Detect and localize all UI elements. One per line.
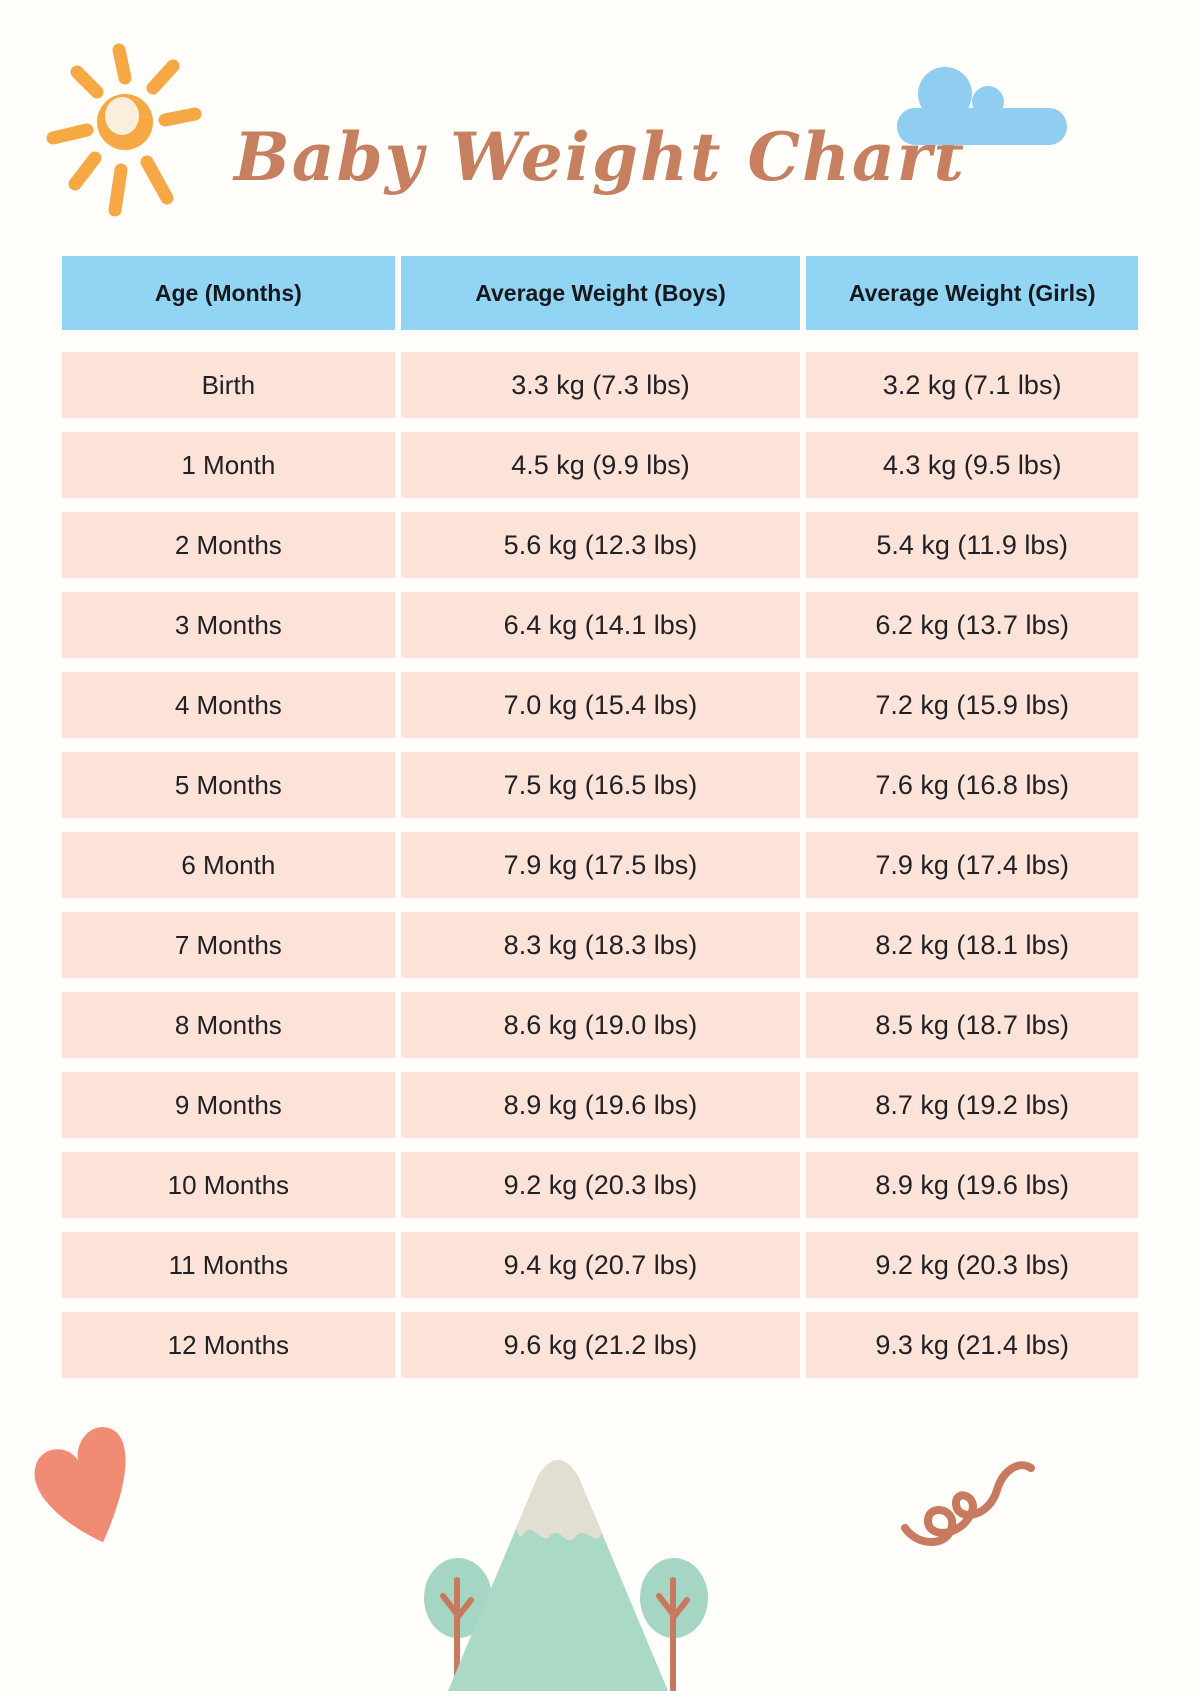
age-cell: 5 Months bbox=[62, 752, 395, 818]
boys-weight-cell: 8.9 kg (19.6 lbs) bbox=[400, 1072, 801, 1138]
squiggle-icon bbox=[901, 1461, 1035, 1546]
girls-weight-cell: 8.7 kg (19.2 lbs) bbox=[806, 1072, 1138, 1138]
heart-icon bbox=[34, 1427, 126, 1543]
table-header-row: Age (Months) Average Weight (Boys) Avera… bbox=[62, 256, 1138, 330]
girls-weight-cell: 9.3 kg (21.4 lbs) bbox=[806, 1312, 1138, 1378]
girls-weight-cell: 6.2 kg (13.7 lbs) bbox=[806, 592, 1138, 658]
column-header-girls: Average Weight (Girls) bbox=[806, 256, 1138, 330]
age-cell: 7 Months bbox=[62, 912, 395, 978]
age-cell: Birth bbox=[62, 352, 395, 418]
mountain-icon bbox=[424, 1460, 708, 1691]
sun-icon bbox=[46, 43, 202, 217]
girls-weight-cell: 3.2 kg (7.1 lbs) bbox=[806, 352, 1138, 418]
age-cell: 9 Months bbox=[62, 1072, 395, 1138]
column-header-age: Age (Months) bbox=[62, 256, 395, 330]
boys-weight-cell: 8.6 kg (19.0 lbs) bbox=[400, 992, 801, 1058]
age-cell: 2 Months bbox=[62, 512, 395, 578]
page-title: Baby Weight Chart bbox=[234, 118, 966, 196]
age-cell: 3 Months bbox=[62, 592, 395, 658]
girls-weight-cell: 8.5 kg (18.7 lbs) bbox=[806, 992, 1138, 1058]
cloud-icon bbox=[897, 67, 1067, 145]
girls-weight-cell: 7.9 kg (17.4 lbs) bbox=[806, 832, 1138, 898]
age-cell: 12 Months bbox=[62, 1312, 395, 1378]
boys-weight-cell: 7.0 kg (15.4 lbs) bbox=[400, 672, 801, 738]
age-cell: 10 Months bbox=[62, 1152, 395, 1218]
girls-weight-cell: 8.9 kg (19.6 lbs) bbox=[806, 1152, 1138, 1218]
boys-weight-cell: 7.5 kg (16.5 lbs) bbox=[400, 752, 801, 818]
girls-weight-cell: 9.2 kg (20.3 lbs) bbox=[806, 1232, 1138, 1298]
age-cell: 1 Month bbox=[62, 432, 395, 498]
column-header-boys: Average Weight (Boys) bbox=[400, 256, 801, 330]
boys-weight-cell: 7.9 kg (17.5 lbs) bbox=[400, 832, 801, 898]
girls-weight-cell: 5.4 kg (11.9 lbs) bbox=[806, 512, 1138, 578]
girls-weight-cell: 4.3 kg (9.5 lbs) bbox=[806, 432, 1138, 498]
girls-weight-cell: 7.6 kg (16.8 lbs) bbox=[806, 752, 1138, 818]
boys-weight-cell: 5.6 kg (12.3 lbs) bbox=[400, 512, 801, 578]
age-cell: 6 Month bbox=[62, 832, 395, 898]
boys-weight-cell: 6.4 kg (14.1 lbs) bbox=[400, 592, 801, 658]
table-body: Birth 3.3 kg (7.3 lbs) 3.2 kg (7.1 lbs) … bbox=[62, 352, 1138, 1378]
boys-weight-cell: 3.3 kg (7.3 lbs) bbox=[400, 352, 801, 418]
boys-weight-cell: 9.2 kg (20.3 lbs) bbox=[400, 1152, 801, 1218]
age-cell: 11 Months bbox=[62, 1232, 395, 1298]
baby-weight-table: Age (Months) Average Weight (Boys) Avera… bbox=[62, 256, 1138, 1378]
age-cell: 4 Months bbox=[62, 672, 395, 738]
boys-weight-cell: 9.4 kg (20.7 lbs) bbox=[400, 1232, 801, 1298]
girls-weight-cell: 7.2 kg (15.9 lbs) bbox=[806, 672, 1138, 738]
boys-weight-cell: 4.5 kg (9.9 lbs) bbox=[400, 432, 801, 498]
age-cell: 8 Months bbox=[62, 992, 395, 1058]
boys-weight-cell: 8.3 kg (18.3 lbs) bbox=[400, 912, 801, 978]
girls-weight-cell: 8.2 kg (18.1 lbs) bbox=[806, 912, 1138, 978]
tree-icon bbox=[640, 1558, 708, 1691]
boys-weight-cell: 9.6 kg (21.2 lbs) bbox=[400, 1312, 801, 1378]
